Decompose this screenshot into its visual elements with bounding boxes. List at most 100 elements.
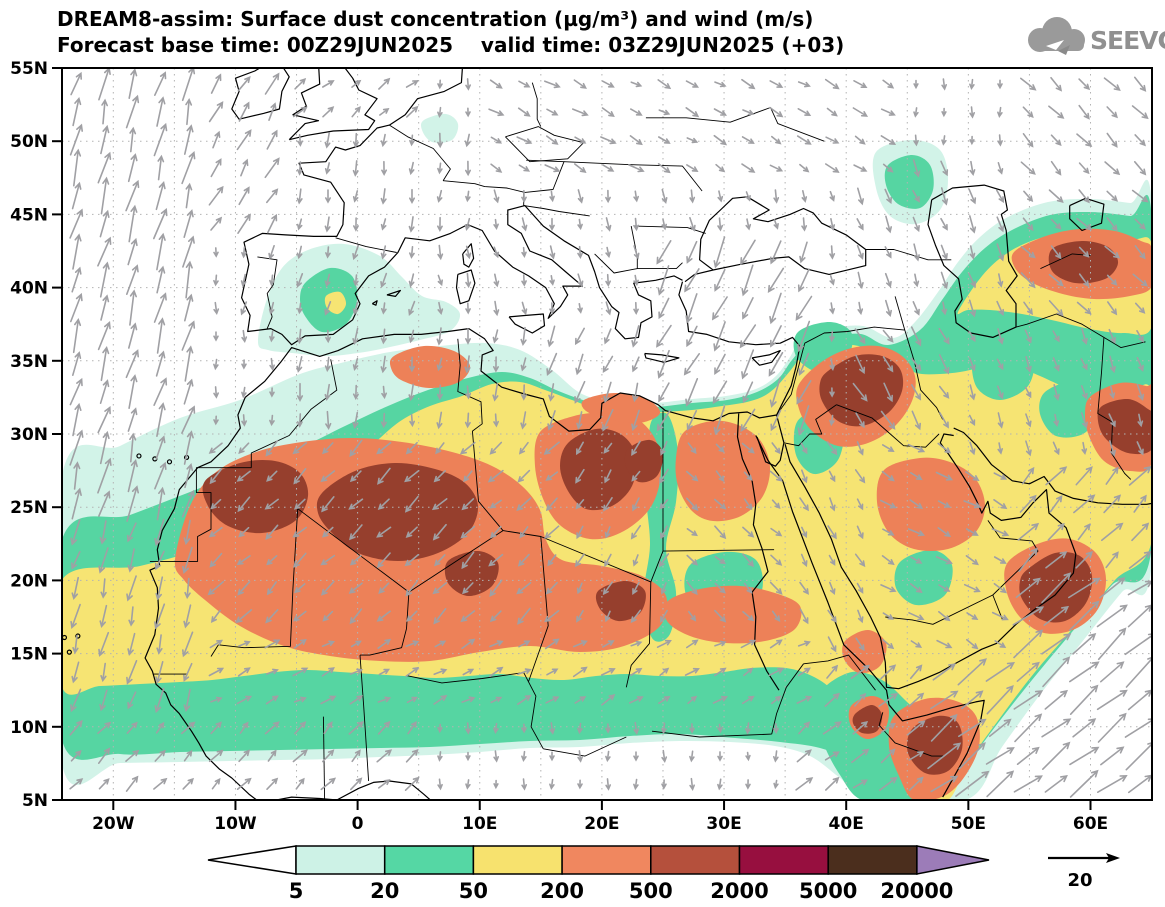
wind-arrow bbox=[797, 108, 812, 117]
wind-arrow bbox=[605, 723, 611, 734]
wind-arrow bbox=[1020, 245, 1036, 259]
wind-arrow bbox=[801, 190, 808, 203]
wind-arrow bbox=[796, 135, 812, 145]
wind-arrow bbox=[856, 498, 864, 511]
wind-arrow bbox=[796, 749, 812, 763]
wind-arrow bbox=[1106, 190, 1119, 202]
wind-arrow bbox=[489, 666, 504, 678]
lat-tick-label: 55N bbox=[10, 59, 48, 79]
wind-arrow bbox=[968, 357, 976, 372]
wind-arrow bbox=[714, 582, 726, 594]
country-border bbox=[523, 672, 544, 750]
wind-arrow bbox=[1136, 383, 1145, 401]
wind-arrow bbox=[241, 329, 248, 343]
wind-arrow bbox=[101, 98, 108, 125]
colorbar-tick-label: 500 bbox=[629, 879, 673, 903]
wind-arrow bbox=[100, 578, 107, 599]
wind-arrow bbox=[156, 232, 166, 271]
wind-arrow bbox=[604, 553, 612, 568]
wind-arrow bbox=[773, 219, 779, 230]
wind-arrow bbox=[490, 163, 503, 173]
wind-arrow bbox=[493, 273, 500, 288]
wind-arrow bbox=[1134, 245, 1146, 260]
wind-arrow bbox=[348, 498, 364, 510]
wind-arrow bbox=[1041, 572, 1072, 604]
wind-arrow bbox=[935, 471, 954, 481]
wind-arrow bbox=[521, 778, 527, 791]
wind-arrow bbox=[684, 268, 700, 293]
lon-tick-label: 30E bbox=[706, 814, 741, 834]
wind-reference-arrowhead bbox=[1106, 853, 1120, 863]
wind-arrow bbox=[1108, 328, 1116, 344]
wind-arrow bbox=[1097, 774, 1128, 793]
wind-arrow bbox=[352, 160, 359, 177]
wind-arrow bbox=[325, 246, 331, 259]
wind-arrow bbox=[913, 134, 919, 147]
wind-arrow bbox=[436, 384, 443, 401]
wind-arrow bbox=[857, 187, 864, 206]
wind-arrow bbox=[208, 101, 224, 123]
wind-arrow bbox=[266, 581, 277, 596]
wind-arrow bbox=[545, 581, 558, 595]
wind-arrow bbox=[997, 385, 1004, 400]
wind-arrow bbox=[1047, 522, 1065, 541]
wind-arrow bbox=[324, 132, 331, 149]
lon-tick-label: 0 bbox=[352, 814, 364, 834]
wind-arrow bbox=[687, 695, 698, 704]
country-border bbox=[771, 663, 804, 735]
wind-arrow bbox=[437, 751, 443, 762]
coastline bbox=[508, 313, 546, 334]
wind-arrow bbox=[854, 553, 866, 568]
wind-arrow bbox=[516, 581, 532, 595]
wind-arrow bbox=[183, 688, 191, 713]
wind-arrow bbox=[660, 525, 668, 540]
wind-arrow bbox=[797, 81, 811, 88]
wind-arrow bbox=[70, 519, 81, 546]
wind-arrow bbox=[238, 640, 251, 647]
wind-arrow bbox=[408, 300, 416, 317]
wind-arrow bbox=[182, 777, 194, 790]
wind-arrow bbox=[1016, 746, 1040, 765]
wind-arrow bbox=[99, 604, 108, 628]
wind-arrow bbox=[126, 721, 138, 734]
wind-arrow bbox=[991, 528, 1010, 537]
wind-arrow bbox=[1097, 712, 1127, 743]
wind-arrow bbox=[659, 468, 669, 485]
wind-arrow bbox=[605, 217, 612, 232]
wind-arrow bbox=[739, 324, 757, 349]
wind-arrow bbox=[880, 748, 896, 764]
wind-arrow bbox=[185, 182, 193, 209]
colorbar-tick-label: 2000 bbox=[710, 879, 768, 903]
country-border bbox=[360, 592, 410, 656]
wind-arrow bbox=[70, 71, 82, 96]
wind-arrow bbox=[908, 692, 925, 708]
wind-arrow bbox=[1052, 357, 1060, 372]
wind-arrow bbox=[1108, 413, 1116, 428]
wind-arrow bbox=[376, 610, 391, 622]
wind-arrow bbox=[857, 609, 864, 624]
wind-arrow bbox=[630, 81, 643, 88]
wind-arrow bbox=[996, 300, 1004, 316]
wind-arrow bbox=[958, 718, 987, 738]
wind-arrow bbox=[72, 96, 82, 127]
wind-arrow bbox=[745, 191, 751, 202]
wind-arrow bbox=[183, 209, 194, 238]
wind-arrow bbox=[518, 164, 531, 172]
wind-arrow bbox=[465, 107, 471, 118]
wind-arrow bbox=[267, 213, 278, 234]
country-border bbox=[894, 296, 906, 331]
wind-arrow bbox=[208, 667, 225, 677]
wind-arrow bbox=[1134, 161, 1147, 176]
wind-arrow bbox=[828, 554, 836, 566]
wind-arrow bbox=[521, 246, 527, 259]
wind-arrow bbox=[630, 667, 643, 676]
wind-arrow bbox=[1048, 273, 1064, 287]
wind-arrow bbox=[769, 106, 784, 118]
wind-arrow bbox=[154, 749, 166, 762]
country-border bbox=[878, 712, 944, 757]
wind-arrow bbox=[352, 327, 359, 346]
dust-contour-region bbox=[971, 341, 1035, 400]
wind-arrow bbox=[125, 94, 140, 129]
wind-arrow bbox=[1097, 627, 1127, 661]
wind-arrow bbox=[98, 631, 110, 657]
